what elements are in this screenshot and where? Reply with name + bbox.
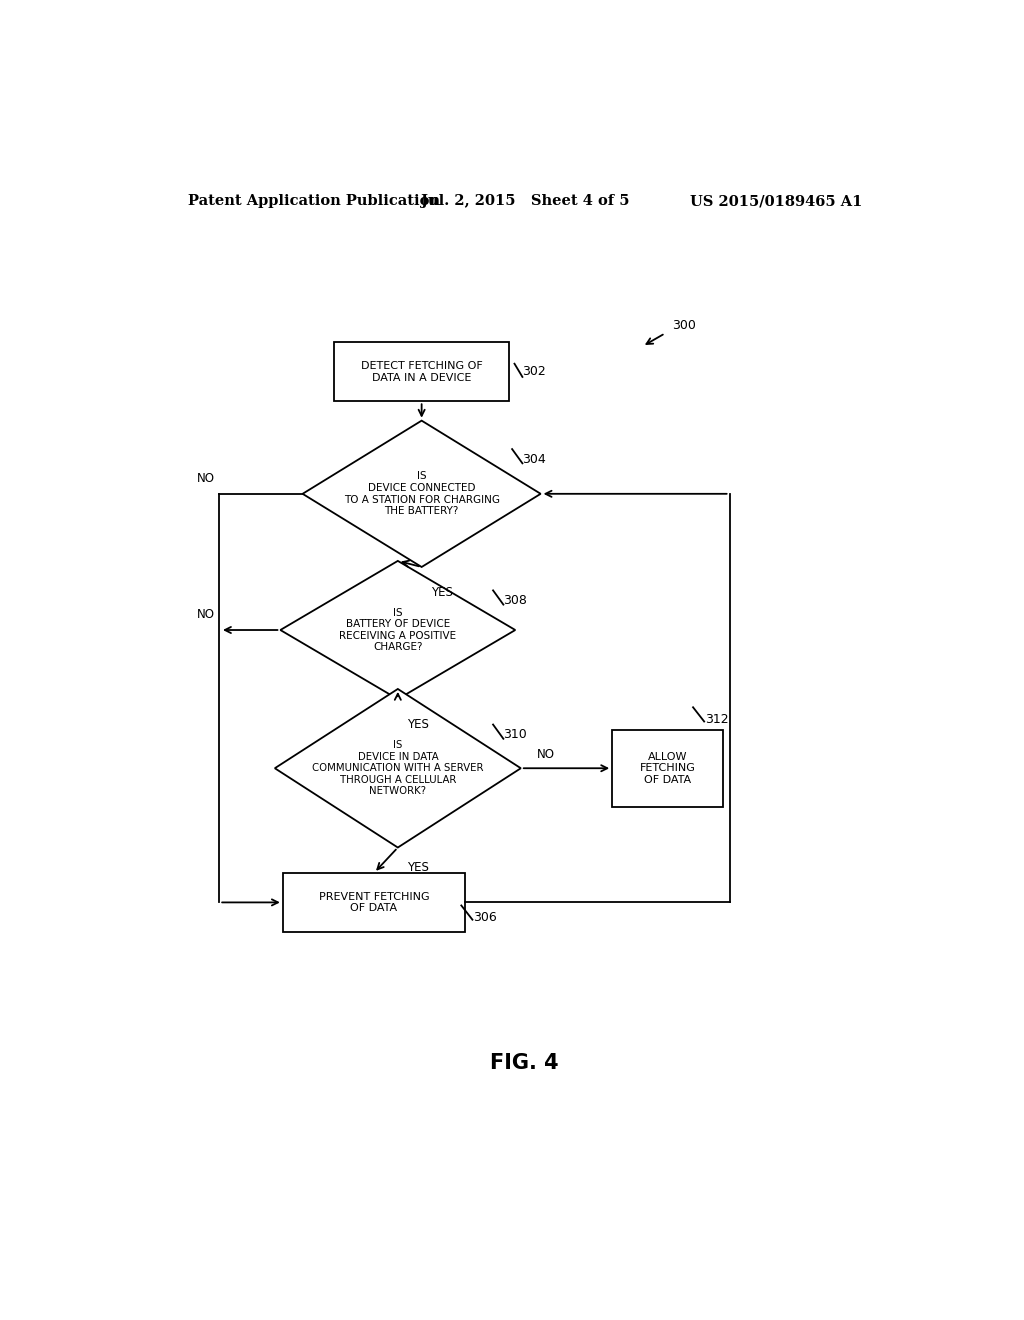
Text: US 2015/0189465 A1: US 2015/0189465 A1 <box>690 194 862 209</box>
Text: IS
DEVICE CONNECTED
TO A STATION FOR CHARGING
THE BATTERY?: IS DEVICE CONNECTED TO A STATION FOR CHA… <box>344 471 500 516</box>
Bar <box>283 873 465 932</box>
Text: FIG. 4: FIG. 4 <box>490 1053 559 1073</box>
Text: 302: 302 <box>522 366 546 379</box>
Text: NO: NO <box>198 473 215 484</box>
Text: 300: 300 <box>672 318 695 331</box>
Text: IS
DEVICE IN DATA
COMMUNICATION WITH A SERVER
THROUGH A CELLULAR
NETWORK?: IS DEVICE IN DATA COMMUNICATION WITH A S… <box>312 741 483 796</box>
Text: YES: YES <box>431 586 453 599</box>
Text: 306: 306 <box>473 911 497 924</box>
Text: DETECT FETCHING OF
DATA IN A DEVICE: DETECT FETCHING OF DATA IN A DEVICE <box>360 362 482 383</box>
Text: PREVENT FETCHING
OF DATA: PREVENT FETCHING OF DATA <box>318 891 429 913</box>
Polygon shape <box>281 561 515 700</box>
Text: Patent Application Publication: Patent Application Publication <box>187 194 439 209</box>
Text: 304: 304 <box>522 453 546 466</box>
Polygon shape <box>274 689 521 847</box>
Text: IS
BATTERY OF DEVICE
RECEIVING A POSITIVE
CHARGE?: IS BATTERY OF DEVICE RECEIVING A POSITIV… <box>339 607 457 652</box>
Text: YES: YES <box>408 718 429 731</box>
Bar <box>334 342 509 401</box>
Text: NO: NO <box>198 609 215 622</box>
Text: 312: 312 <box>705 713 728 726</box>
Text: YES: YES <box>408 862 429 874</box>
Text: NO: NO <box>537 747 555 760</box>
Text: Jul. 2, 2015   Sheet 4 of 5: Jul. 2, 2015 Sheet 4 of 5 <box>421 194 629 209</box>
Text: ALLOW
FETCHING
OF DATA: ALLOW FETCHING OF DATA <box>640 751 695 785</box>
Polygon shape <box>303 421 541 568</box>
Text: 308: 308 <box>504 594 527 607</box>
Text: 310: 310 <box>504 729 527 742</box>
Bar <box>612 730 723 807</box>
